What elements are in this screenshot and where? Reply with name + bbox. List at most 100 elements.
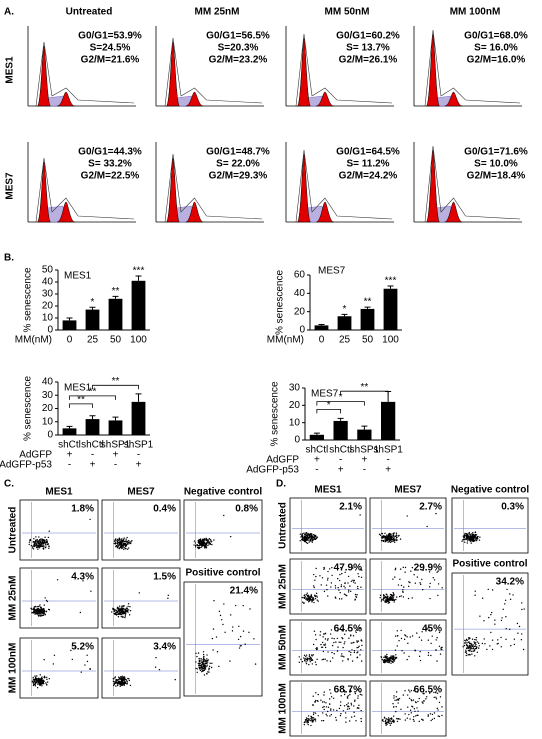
scatter-dot — [404, 566, 407, 569]
scatter-dot — [42, 544, 44, 546]
scatter-dot — [115, 545, 118, 547]
histogram-outline — [35, 41, 135, 107]
scatter-dot — [33, 545, 35, 547]
x-tick-label: 50 — [110, 335, 122, 346]
scatter-dot — [34, 609, 36, 611]
scatter-dot — [397, 535, 400, 537]
scatter-dot — [389, 593, 392, 596]
scatter-dot — [206, 673, 208, 675]
x-tick-label: shSP1 — [124, 440, 154, 451]
scatter-dot — [125, 541, 127, 543]
scatter-dot — [117, 608, 120, 610]
y-axis-label: % senescence — [23, 267, 34, 332]
scatter-dot — [350, 716, 353, 718]
bracket-label: * — [327, 400, 331, 411]
scatter-dot — [354, 582, 356, 584]
scatter-dot — [120, 539, 122, 541]
scatter-dot — [202, 543, 205, 545]
scatter-dot — [312, 654, 314, 656]
scatter-dot — [305, 533, 307, 535]
scatter-dot — [155, 656, 157, 659]
scatter-dot — [36, 687, 39, 689]
scatter-dot — [474, 642, 476, 645]
scatter-dot — [128, 539, 130, 542]
control-label: Positive control — [185, 568, 260, 579]
scatter-dot — [120, 615, 122, 618]
scatter-dot — [414, 650, 416, 652]
scatter-dot — [483, 638, 485, 640]
scatter-dot — [395, 534, 398, 536]
scatter-dot — [475, 539, 478, 542]
scatter-dot — [396, 717, 398, 720]
row-label: Untreated — [278, 502, 289, 549]
scatter-dot — [211, 662, 213, 665]
cell-cycle-stat: G0/G1=56.5% — [206, 31, 270, 42]
cell-cycle-stat: G0/G1=71.6% — [464, 147, 528, 158]
scatter-dot — [113, 542, 115, 545]
scatter-dot — [389, 597, 391, 599]
scatter-dot — [523, 608, 525, 610]
scatter-dot — [520, 639, 523, 641]
column-header: MM 50nM — [325, 7, 370, 18]
scatter-dot — [474, 535, 476, 538]
treatment-sign: + — [67, 450, 73, 461]
scatter-dot — [123, 604, 125, 607]
plot-frame — [183, 499, 263, 561]
scatter-dot — [44, 613, 46, 616]
scatter-dot — [323, 644, 325, 646]
scatter-dot — [380, 656, 383, 658]
scatter-dot — [115, 609, 118, 612]
scatter-dot — [398, 595, 401, 598]
scatter-dot — [521, 633, 523, 635]
scatter-dot — [396, 635, 399, 637]
scatter-dot — [483, 620, 485, 622]
plot-frame — [101, 637, 181, 699]
scatter-dot — [129, 610, 132, 612]
scatter-dot — [406, 658, 408, 661]
scatter-dot — [385, 661, 387, 663]
scatter-dot — [196, 671, 198, 673]
scatter-dot — [39, 674, 41, 676]
scatter-dot — [35, 611, 37, 614]
scatter-dot — [205, 539, 207, 542]
scatter-dot — [391, 594, 394, 597]
scatter-dot — [317, 693, 319, 696]
scatter-dot — [343, 643, 345, 645]
scatter-dot — [356, 629, 359, 631]
scatter-dot — [304, 721, 306, 723]
scatter-dot — [119, 683, 121, 685]
scatter-dot — [337, 630, 339, 632]
bar — [131, 401, 146, 435]
scatter-dot — [315, 535, 317, 538]
scatter-dot — [394, 569, 396, 571]
scatter-dot — [304, 533, 306, 536]
scatter-dot — [401, 650, 403, 652]
scatter-dot — [37, 548, 39, 550]
scatter-dot — [208, 538, 211, 540]
scatter-dot — [441, 714, 443, 717]
scatter-dot — [386, 535, 388, 538]
scatter-dot — [328, 698, 331, 700]
plot-frame — [369, 497, 447, 554]
scatter-dot — [239, 635, 242, 638]
scatter-dot — [388, 657, 390, 659]
scatter-dot — [211, 637, 214, 640]
treatment-sign: - — [363, 465, 366, 476]
scatter-dot — [464, 641, 466, 644]
column-header: MES7 — [394, 485, 422, 496]
scatter-dot — [391, 536, 393, 539]
scatter-dot — [330, 696, 333, 698]
scatter-dot — [89, 518, 91, 521]
scatter-dot — [309, 540, 311, 542]
scatter-dot — [500, 646, 502, 648]
scatter-dot — [126, 681, 129, 683]
scatter-dot — [513, 638, 516, 640]
scatter-dot — [357, 695, 359, 697]
scatter-dot — [306, 599, 309, 601]
scatter-dot — [402, 596, 405, 598]
scatter-dot — [206, 661, 209, 663]
scatter-dot — [412, 718, 415, 721]
scatter-dot — [356, 640, 358, 642]
scatter-dot — [346, 696, 349, 698]
scatter-dot — [330, 629, 333, 631]
